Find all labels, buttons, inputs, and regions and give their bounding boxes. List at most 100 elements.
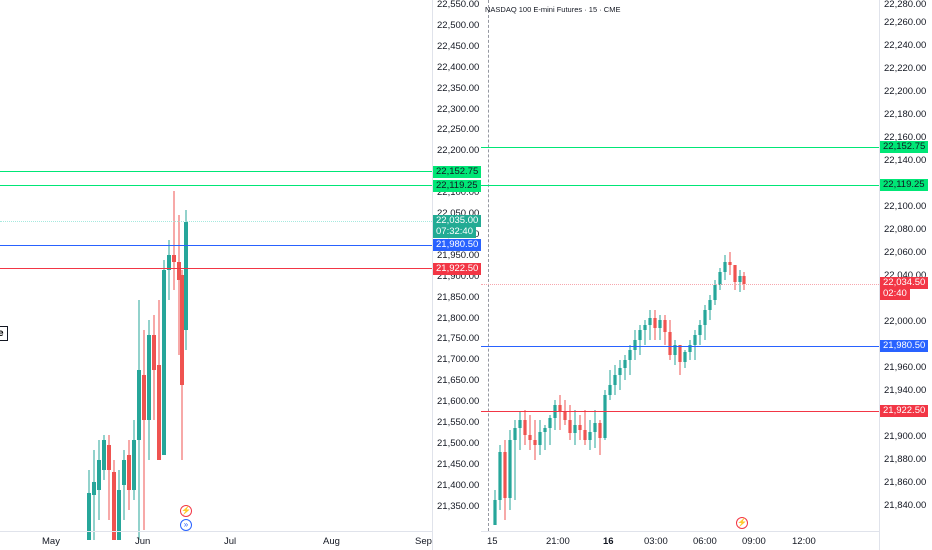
right-chart-pane[interactable]: NASDAQ 100 E-mini Futures · 15 · CME ⚡ 1… xyxy=(481,0,879,550)
candle-body xyxy=(648,318,652,325)
price-tick: 21,550.00 xyxy=(437,417,480,428)
candle-body xyxy=(177,262,181,280)
candle-body xyxy=(603,395,607,438)
forward-arrow-icon[interactable]: » xyxy=(180,519,192,531)
price-tick: 22,280.00 xyxy=(884,0,927,10)
time-label: Jul xyxy=(224,536,237,547)
candle-body xyxy=(102,440,106,470)
blue-level-line[interactable] xyxy=(0,245,432,246)
price-tick: 22,100.00 xyxy=(437,187,480,199)
candle-body xyxy=(523,420,527,435)
legend-fragment[interactable]: e xyxy=(0,326,8,341)
candle-body xyxy=(563,412,567,420)
candle-body xyxy=(498,452,502,500)
price-tick: 21,800.00 xyxy=(437,312,480,324)
candle-body xyxy=(117,490,121,540)
price-tick: 22,140.00 xyxy=(884,155,927,166)
price-tick: 22,060.00 xyxy=(884,247,927,258)
price-tick: 22,040.00 xyxy=(884,270,927,281)
candle-body xyxy=(87,493,91,540)
candle-body xyxy=(663,320,667,332)
price-tick: 22,500.00 xyxy=(437,19,480,31)
candle-body xyxy=(683,352,687,362)
candle-body xyxy=(127,455,131,490)
candle-body xyxy=(508,440,512,498)
right-tag-countdown: 02:40 xyxy=(880,288,910,300)
candle-body xyxy=(528,435,532,440)
left-tag-level-lower: 22,119.25 xyxy=(433,180,481,192)
left-time-axis-line xyxy=(0,531,432,532)
price-tick: 21,900.00 xyxy=(437,270,480,282)
price-tick: 22,000.00 xyxy=(884,316,927,327)
candle-body xyxy=(573,425,577,433)
candle-body xyxy=(157,365,161,460)
lightning-event-icon[interactable]: ⚡ xyxy=(736,517,748,529)
time-label: 21:00 xyxy=(546,536,570,547)
candle-body xyxy=(588,432,592,440)
session-break-line xyxy=(488,0,489,531)
blue-level-line[interactable] xyxy=(481,346,879,347)
candle-body xyxy=(653,318,657,328)
left-price-axis[interactable]: 22,550.00 22,500.00 22,450.00 22,400.00 22,3… xyxy=(432,0,482,550)
candle-body xyxy=(703,310,707,325)
left-tag-last-price: 22,035.00 xyxy=(433,215,482,227)
candle-body xyxy=(742,276,746,284)
price-tick: 21,880.00 xyxy=(884,454,927,465)
candle-body xyxy=(533,440,537,445)
price-tick: 21,450.00 xyxy=(437,458,480,470)
candle-body xyxy=(558,405,562,412)
level-line-upper[interactable] xyxy=(481,147,879,148)
candle-body xyxy=(718,272,722,285)
left-chart-pane[interactable]: e ⚡ » May Jun Jul Aug Sep xyxy=(0,0,432,550)
candle-body xyxy=(733,265,737,282)
candle-body xyxy=(593,423,597,432)
candle-body xyxy=(578,425,582,430)
left-tag-red-level: 21,922.50 xyxy=(433,263,482,275)
price-tick: 21,400.00 xyxy=(437,479,480,491)
price-tick: 21,960.00 xyxy=(884,362,927,373)
candle-body xyxy=(728,262,732,265)
candle-body xyxy=(613,375,617,385)
price-tick: 21,860.00 xyxy=(884,477,927,488)
price-tick: 21,600.00 xyxy=(437,396,480,408)
candle-body xyxy=(608,385,612,395)
price-tick: 21,940.00 xyxy=(884,385,927,396)
right-price-axis[interactable]: 22,280.00 22,260.00 22,240.00 22,220.00 22,2… xyxy=(879,0,932,550)
left-candles-canvas xyxy=(87,191,188,540)
candle-body xyxy=(638,330,642,340)
candle-body xyxy=(583,430,587,440)
time-label: 16 xyxy=(603,536,614,547)
lightning-event-icon[interactable]: ⚡ xyxy=(180,505,192,517)
price-tick: 21,500.00 xyxy=(437,437,480,449)
price-tick: 22,400.00 xyxy=(437,61,480,73)
red-level-line[interactable] xyxy=(0,268,432,269)
candle-body xyxy=(628,350,632,360)
candle-body xyxy=(503,452,507,498)
price-tick: 22,300.00 xyxy=(437,103,480,115)
candle-body xyxy=(548,418,552,428)
price-tick: 22,220.00 xyxy=(884,63,927,74)
candle-body xyxy=(678,345,682,362)
right-time-axis-line xyxy=(481,531,879,532)
time-label: Sep xyxy=(415,536,432,547)
price-tick: 22,080.00 xyxy=(884,224,927,235)
level-line-upper[interactable] xyxy=(0,171,432,172)
candle-body xyxy=(167,255,171,270)
candle-body xyxy=(633,340,637,350)
candle-body xyxy=(132,440,136,490)
price-tick: 21,700.00 xyxy=(437,354,480,366)
red-level-line[interactable] xyxy=(481,411,879,412)
price-tick: 22,240.00 xyxy=(884,40,927,51)
price-tick: 22,200.00 xyxy=(437,145,480,157)
candle-body xyxy=(184,222,188,330)
price-tick: 22,450.00 xyxy=(437,40,480,52)
level-line-lower[interactable] xyxy=(481,185,879,186)
candle-body xyxy=(180,275,184,385)
left-tag-level-upper: 22,152.75 xyxy=(433,166,482,178)
time-label: 15 xyxy=(487,536,498,547)
price-tick: 22,260.00 xyxy=(884,17,927,28)
price-tick: 21,850.00 xyxy=(437,291,480,303)
time-label: May xyxy=(42,536,60,547)
right-tag-level-upper: 22,152.75 xyxy=(880,141,929,153)
level-line-lower[interactable] xyxy=(0,185,432,186)
